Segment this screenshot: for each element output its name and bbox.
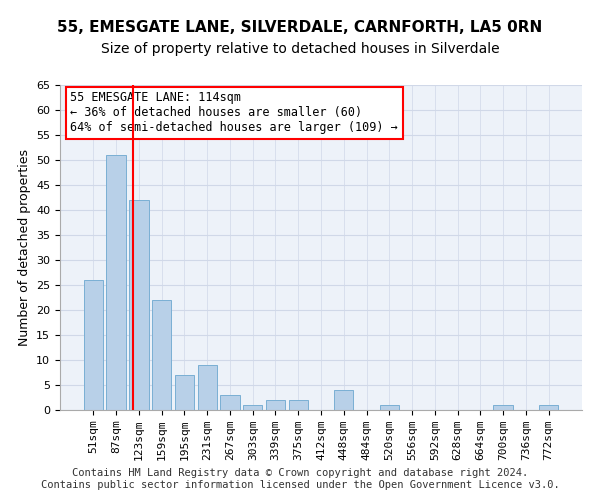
Bar bbox=[493, 405, 513, 410]
Text: 55, EMESGATE LANE, SILVERDALE, CARNFORTH, LA5 0RN: 55, EMESGATE LANE, SILVERDALE, CARNFORTH… bbox=[58, 20, 542, 35]
Bar bbox=[380, 405, 399, 410]
Text: Contains HM Land Registry data © Crown copyright and database right 2024.
Contai: Contains HM Land Registry data © Crown c… bbox=[41, 468, 559, 490]
Bar bbox=[84, 280, 103, 410]
Bar bbox=[152, 300, 172, 410]
Bar bbox=[220, 395, 239, 410]
Text: 55 EMESGATE LANE: 114sqm
← 36% of detached houses are smaller (60)
64% of semi-d: 55 EMESGATE LANE: 114sqm ← 36% of detach… bbox=[70, 92, 398, 134]
Bar bbox=[175, 375, 194, 410]
Bar bbox=[334, 390, 353, 410]
Bar bbox=[266, 400, 285, 410]
Bar bbox=[106, 155, 126, 410]
Bar bbox=[289, 400, 308, 410]
Bar bbox=[539, 405, 558, 410]
Bar bbox=[129, 200, 149, 410]
Bar bbox=[243, 405, 262, 410]
Y-axis label: Number of detached properties: Number of detached properties bbox=[17, 149, 31, 346]
Bar bbox=[197, 365, 217, 410]
Text: Size of property relative to detached houses in Silverdale: Size of property relative to detached ho… bbox=[101, 42, 499, 56]
